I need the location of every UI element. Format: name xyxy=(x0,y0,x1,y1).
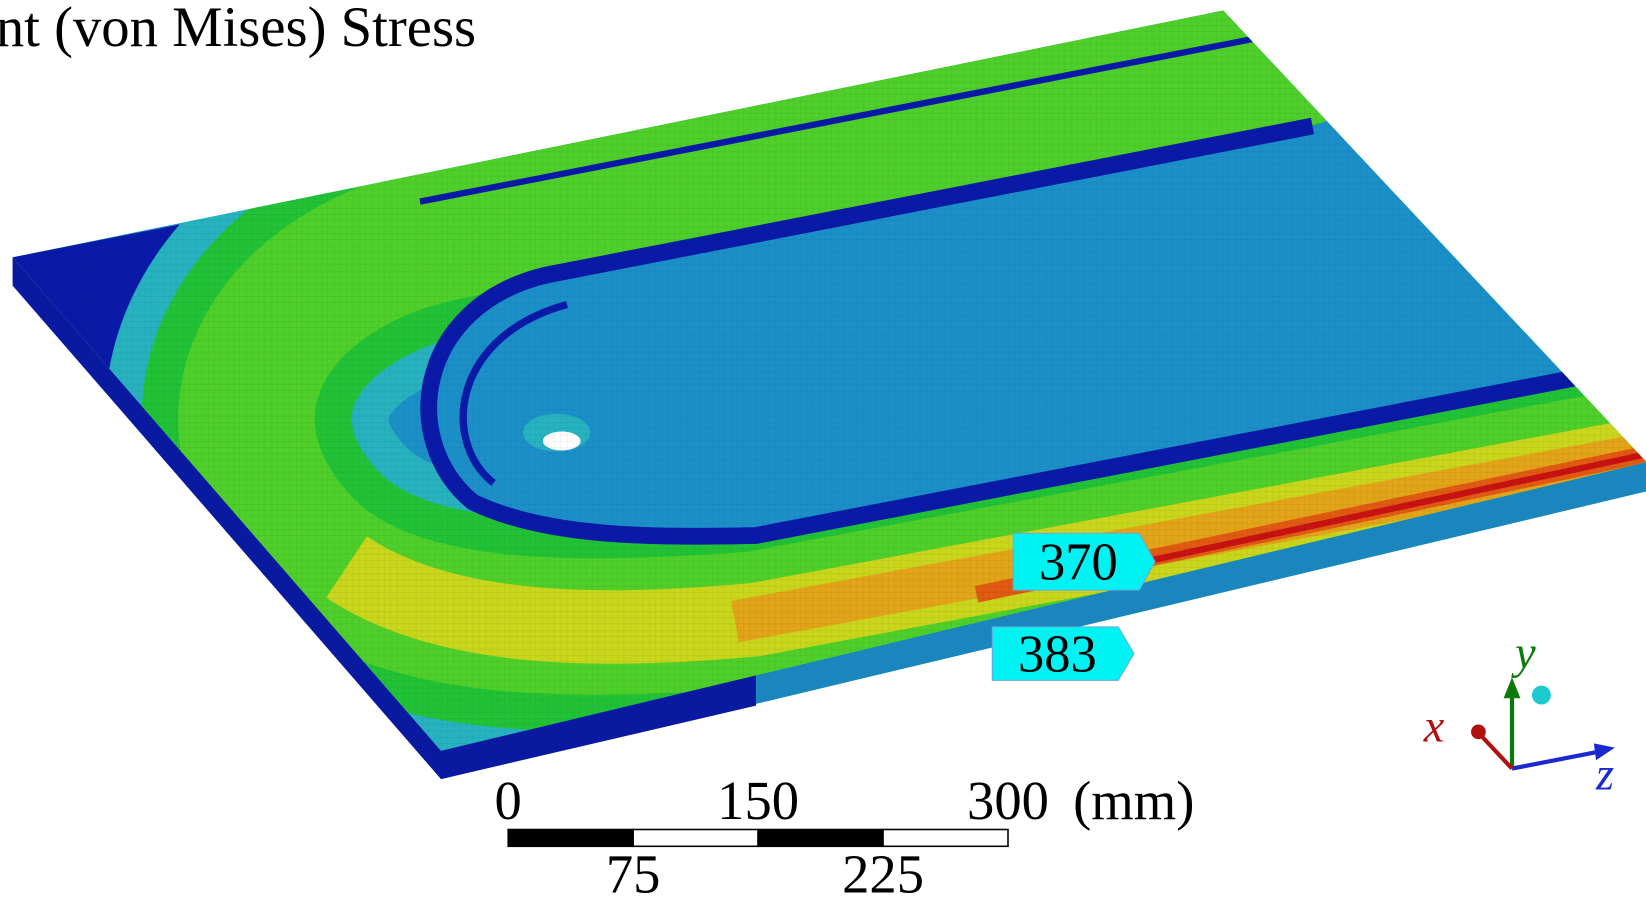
scale-label: 150 xyxy=(717,770,799,831)
x-axis-head xyxy=(1471,724,1486,739)
y-axis-label: y xyxy=(1511,627,1536,678)
scale-label: 300 xyxy=(967,770,1049,831)
scale-bar: 0 150 300 75 225 (mm) xyxy=(495,770,1195,900)
scale-label: 75 xyxy=(606,843,661,900)
probe-value: 370 xyxy=(1039,534,1118,592)
scale-label: 225 xyxy=(842,843,924,900)
plate-top xyxy=(13,0,1646,751)
view-sphere xyxy=(1532,686,1551,705)
z-axis-arrow xyxy=(1512,752,1598,769)
probe-value: 383 xyxy=(1018,625,1097,683)
x-axis-label: x xyxy=(1423,700,1445,751)
scale-label: 0 xyxy=(495,770,522,831)
y-axis-head xyxy=(1504,677,1521,698)
figure-title: nt (von Mises) Stress xyxy=(0,0,476,59)
axis-triad: y x z xyxy=(1423,627,1615,800)
scale-unit: (mm) xyxy=(1073,770,1194,831)
x-axis-arrow xyxy=(1480,735,1512,769)
figure: 370 383 0 150 300 75 225 (mm) y x z nt (von Mi… xyxy=(0,0,1646,900)
scene: 370 383 0 150 300 75 225 (mm) y x z nt (von Mi… xyxy=(0,0,1646,900)
z-axis-label: z xyxy=(1595,749,1614,800)
